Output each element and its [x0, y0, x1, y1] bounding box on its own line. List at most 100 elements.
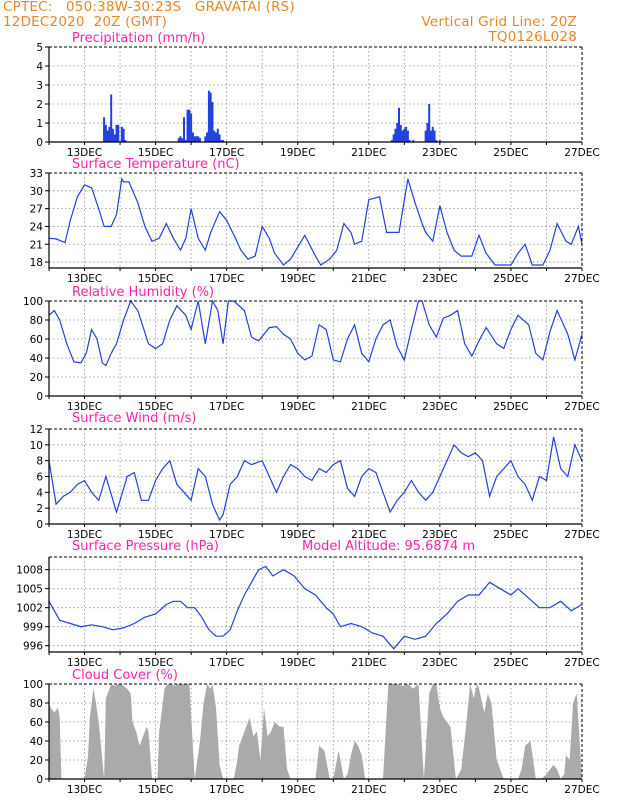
temp-xtick-label: 27DEC: [564, 273, 599, 285]
model-code: TQ0126L028: [488, 29, 577, 45]
cloud-xtick-label: 13DEC: [67, 784, 102, 796]
humid-ytick-label: 100: [23, 296, 43, 308]
humid-xtick-label: 19DEC: [280, 401, 315, 413]
wind-xtick-label: 19DEC: [280, 529, 315, 541]
precip-bar: [188, 109, 191, 142]
temp-xtick-label: 25DEC: [493, 273, 528, 285]
precip-bar: [206, 132, 209, 142]
precip-bar: [103, 117, 106, 142]
precip-bar: [181, 138, 184, 142]
temp-ytick-label: 18: [30, 257, 43, 269]
precip-bar: [429, 130, 432, 142]
cloud-xtick-label: 25DEC: [493, 784, 528, 796]
cloud-ytick-label: 80: [30, 698, 43, 710]
precip-bar: [117, 124, 120, 142]
precip-xtick-label: 13DEC: [67, 147, 102, 159]
precip-bar: [403, 128, 406, 142]
pressure-ytick-label: 1008: [16, 565, 43, 577]
temp-ytick-label: 24: [30, 221, 44, 233]
precip-bar: [216, 128, 219, 142]
temp-xtick-label: 15DEC: [138, 273, 173, 285]
precip-bar: [209, 92, 212, 142]
precip-bar: [179, 136, 182, 142]
wind-xtick-label: 17DEC: [209, 529, 244, 541]
precip-bar: [406, 130, 409, 142]
precip-bar: [111, 128, 114, 142]
precip-xtick-label: 27DEC: [564, 147, 599, 159]
precip-ytick-label: 3: [36, 80, 43, 92]
wind-series-line: [48, 436, 583, 522]
wind-ytick-label: 4: [36, 487, 43, 499]
humid-ytick-label: 40: [30, 353, 43, 365]
pressure-series-line: [48, 565, 583, 650]
precip-bar: [193, 136, 196, 142]
precip-bar: [426, 123, 429, 142]
pressure-subtitle: Model Altitude: 95.6874 m: [302, 539, 475, 554]
precip-bar: [218, 134, 221, 142]
precip-bar: [220, 140, 223, 142]
precip-xtick-label: 17DEC: [209, 147, 244, 159]
humid-title: Relative Humidity (%): [72, 285, 214, 300]
humid-ytick-label: 80: [30, 315, 43, 327]
cloud-area: [49, 684, 582, 779]
humid-series-line: [48, 299, 583, 367]
temp-xtick-label: 19DEC: [280, 273, 315, 285]
wind-xtick-label: 13DEC: [67, 529, 102, 541]
pressure-xtick-label: 25DEC: [493, 657, 528, 669]
precip-bar: [113, 134, 116, 142]
cloud-ytick-label: 20: [30, 755, 43, 767]
temp-ytick-label: 30: [30, 186, 43, 198]
precip-bar: [222, 140, 225, 142]
cloud-ytick-label: 60: [30, 717, 43, 729]
humid-xtick-label: 23DEC: [422, 401, 457, 413]
precip-bar: [110, 94, 113, 142]
wind-ytick-label: 8: [36, 456, 43, 468]
precip-bar: [186, 109, 189, 142]
precip-bar: [184, 140, 187, 142]
pressure-xtick-label: 27DEC: [564, 657, 599, 669]
precip-bar: [195, 136, 198, 142]
precip-bar: [199, 138, 202, 142]
precip-ytick-label: 2: [36, 99, 43, 111]
temp-ytick-label: 21: [30, 239, 43, 251]
precip-bar: [197, 136, 200, 142]
wind-xtick-label: 23DEC: [422, 529, 457, 541]
temp-xtick-label: 23DEC: [422, 273, 457, 285]
precip-bar: [424, 130, 427, 142]
precip-bar: [115, 124, 118, 142]
humid-ytick-label: 0: [36, 391, 43, 403]
precip-bar: [401, 130, 404, 142]
precip-bar: [438, 140, 441, 142]
precip-ytick-label: 0: [36, 137, 43, 149]
pressure-xtick-label: 15DEC: [138, 657, 173, 669]
wind-ytick-label: 0: [36, 519, 43, 531]
precip-bar: [104, 124, 107, 142]
precip-bar: [207, 90, 210, 142]
cloud-title: Cloud Cover (%): [72, 668, 178, 683]
header-line-1: CPTEC: 050:38W-30:23S GRAVATAI (RS): [3, 0, 295, 15]
temp-ytick-label: 33: [30, 168, 43, 180]
humid-xtick-label: 13DEC: [67, 401, 102, 413]
precip-bar: [204, 136, 207, 142]
precip-xtick-label: 15DEC: [138, 147, 173, 159]
precip-xtick-label: 19DEC: [280, 147, 315, 159]
humid-ytick-label: 20: [30, 372, 43, 384]
wind-ytick-label: 2: [36, 503, 43, 515]
precip-bar: [398, 107, 401, 142]
grid-line-label: Vertical Grid Line: 20Z: [421, 14, 577, 30]
precip-bar: [106, 130, 109, 142]
precip-bar: [191, 132, 194, 142]
cloud-xtick-label: 23DEC: [422, 784, 457, 796]
cloud-xtick-label: 21DEC: [351, 784, 386, 796]
precip-bar: [108, 126, 111, 142]
precip-bar: [431, 126, 434, 142]
wind-xtick-label: 21DEC: [351, 529, 386, 541]
temp-xtick-label: 21DEC: [351, 273, 386, 285]
temp-title: Surface Temperature (nC): [72, 157, 240, 172]
precip-ytick-label: 5: [36, 42, 43, 54]
wind-xtick-label: 25DEC: [493, 529, 528, 541]
precip-bar: [433, 130, 436, 142]
precip-bar: [428, 104, 431, 142]
precip-xtick-label: 23DEC: [422, 147, 457, 159]
precip-ytick-label: 1: [36, 118, 43, 130]
